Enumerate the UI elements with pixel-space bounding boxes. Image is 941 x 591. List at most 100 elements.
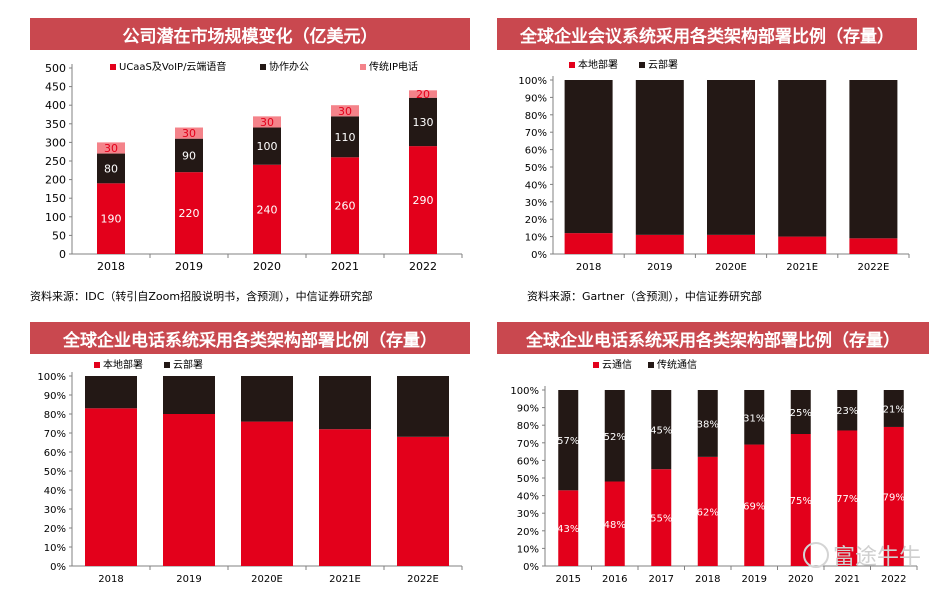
y-tick-label: 100% bbox=[37, 372, 66, 383]
bar-segment bbox=[635, 80, 684, 235]
data-label: 260 bbox=[335, 200, 356, 213]
y-tick-label: 50 bbox=[52, 229, 66, 242]
bar-segment bbox=[331, 105, 359, 117]
x-tick-label: 2017 bbox=[649, 574, 674, 585]
data-label: 79% bbox=[883, 492, 905, 503]
data-label: 69% bbox=[743, 501, 765, 512]
chart-meeting-deployment: 0% 10% 20% 30% 40% 50% 60% 70% 80% 90% 100% 2018 201… bbox=[518, 58, 910, 273]
y-tick-label: 90% bbox=[517, 404, 539, 415]
x-tick-label: 2021E bbox=[786, 262, 818, 273]
bar-segment bbox=[175, 138, 203, 173]
data-label: 55% bbox=[650, 514, 672, 525]
x-tick-label: 2020E bbox=[715, 262, 747, 273]
y-tick-label: 500 bbox=[45, 62, 66, 75]
y-tick-label: 250 bbox=[45, 155, 66, 168]
data-label: 240 bbox=[257, 203, 278, 216]
bar-segment bbox=[564, 80, 613, 234]
y-tick-label: 50% bbox=[525, 163, 547, 174]
data-label: 220 bbox=[179, 207, 200, 220]
y-tick-label: 150 bbox=[45, 192, 66, 205]
y-tick-label: 300 bbox=[45, 136, 66, 149]
y-tick-label: 90% bbox=[44, 391, 66, 402]
bar-segment bbox=[175, 127, 203, 139]
bar-segment bbox=[409, 146, 437, 254]
bar-segment bbox=[778, 236, 827, 254]
bar-segment bbox=[697, 390, 718, 457]
x-tick-label: 2020 bbox=[788, 574, 813, 585]
bar-segment bbox=[778, 80, 827, 237]
x-tick-label: 2022 bbox=[881, 574, 906, 585]
data-label: 31% bbox=[743, 413, 765, 424]
data-label: 45% bbox=[650, 426, 672, 437]
chart-phone-deployment: 0% 10% 20% 30% 40% 50% 60% 70% 80% 90% 100% 2018 201… bbox=[37, 358, 463, 585]
x-tick-label: 2018 bbox=[695, 574, 720, 585]
y-tick-label: 70% bbox=[525, 128, 547, 139]
bar-segment bbox=[651, 390, 672, 470]
bar-segment bbox=[241, 421, 293, 566]
watermark-text: 富途牛牛 bbox=[832, 545, 921, 570]
data-label: 77% bbox=[836, 494, 858, 505]
y-tick-label: 350 bbox=[45, 118, 66, 131]
y-tick-label: 60% bbox=[517, 456, 539, 467]
data-label: 57% bbox=[557, 436, 579, 447]
data-label: 52% bbox=[604, 432, 626, 443]
bar-segment bbox=[319, 429, 371, 566]
watermark: 富途牛牛 bbox=[802, 539, 921, 571]
x-tick-label: 2022E bbox=[407, 574, 439, 585]
data-label: 21% bbox=[883, 404, 905, 415]
y-tick-label: 100 bbox=[45, 211, 66, 224]
bar-segment bbox=[409, 97, 437, 147]
chart-market-size: 0 50 100 150 200 250 300 350 400 450 500 2018 190 80 3… bbox=[45, 60, 463, 273]
bar-segment bbox=[707, 80, 755, 235]
y-tick-label: 60% bbox=[525, 146, 547, 157]
y-tick-label: 0% bbox=[50, 562, 66, 573]
bar-segment bbox=[253, 116, 281, 128]
y-tick-label: 30% bbox=[517, 509, 539, 520]
data-label: 30 bbox=[260, 116, 274, 129]
x-tick-label: 2019 bbox=[175, 260, 203, 273]
data-label: 38% bbox=[697, 419, 719, 430]
data-label: 100 bbox=[257, 140, 278, 153]
data-label: 80 bbox=[104, 162, 118, 175]
data-label: 48% bbox=[604, 520, 626, 531]
bar-segment bbox=[253, 164, 281, 254]
bar-segment bbox=[331, 116, 359, 158]
legend-label: 本地部署 bbox=[103, 358, 143, 371]
y-tick-label: 20% bbox=[44, 524, 66, 535]
bar-segment bbox=[397, 436, 449, 566]
x-tick-label: 2018 bbox=[576, 262, 601, 273]
panel-phone-deployment: 全球企业电话系统采用各类架构部署比例（存量） 0% 10% 20% 30% 40% 50%… bbox=[30, 322, 470, 591]
data-label: 20 bbox=[416, 88, 430, 101]
x-tick-label: 2018 bbox=[97, 260, 125, 273]
bar-segment bbox=[707, 234, 755, 254]
legend-label: 传统IP电话 bbox=[369, 60, 418, 73]
bar-segment bbox=[163, 376, 215, 414]
y-tick-label: 20% bbox=[517, 527, 539, 538]
y-tick-label: 80% bbox=[525, 111, 547, 122]
bar-segment bbox=[697, 456, 718, 566]
bar-segment bbox=[837, 390, 858, 431]
data-label: 30 bbox=[338, 105, 352, 118]
bar-segment bbox=[744, 444, 765, 566]
bar-segment bbox=[319, 376, 371, 430]
y-tick-label: 40% bbox=[525, 180, 547, 191]
x-tick-label: 2018 bbox=[98, 574, 123, 585]
y-tick-label: 30% bbox=[44, 505, 66, 516]
y-tick-label: 80% bbox=[44, 410, 66, 421]
bar-segment bbox=[97, 183, 125, 254]
bar-segment bbox=[564, 233, 613, 254]
legend-label: 云部署 bbox=[648, 58, 678, 71]
y-tick-label: 100% bbox=[510, 386, 539, 397]
y-tick-label: 0% bbox=[523, 562, 539, 573]
bar-segment bbox=[604, 481, 625, 566]
bar-segment bbox=[849, 80, 898, 239]
x-tick-label: 2020 bbox=[253, 260, 281, 273]
x-tick-label: 2021 bbox=[331, 260, 359, 273]
y-tick-label: 0% bbox=[531, 250, 547, 261]
source-note: 资料来源：IDC（转引自Zoom招股说明书，含预测），中信证券研究部 bbox=[30, 290, 373, 303]
data-label: 25% bbox=[790, 408, 812, 419]
x-tick-label: 2020E bbox=[251, 574, 283, 585]
data-label: 130 bbox=[413, 116, 434, 129]
y-tick-label: 20% bbox=[525, 215, 547, 226]
data-label: 30 bbox=[182, 127, 196, 140]
